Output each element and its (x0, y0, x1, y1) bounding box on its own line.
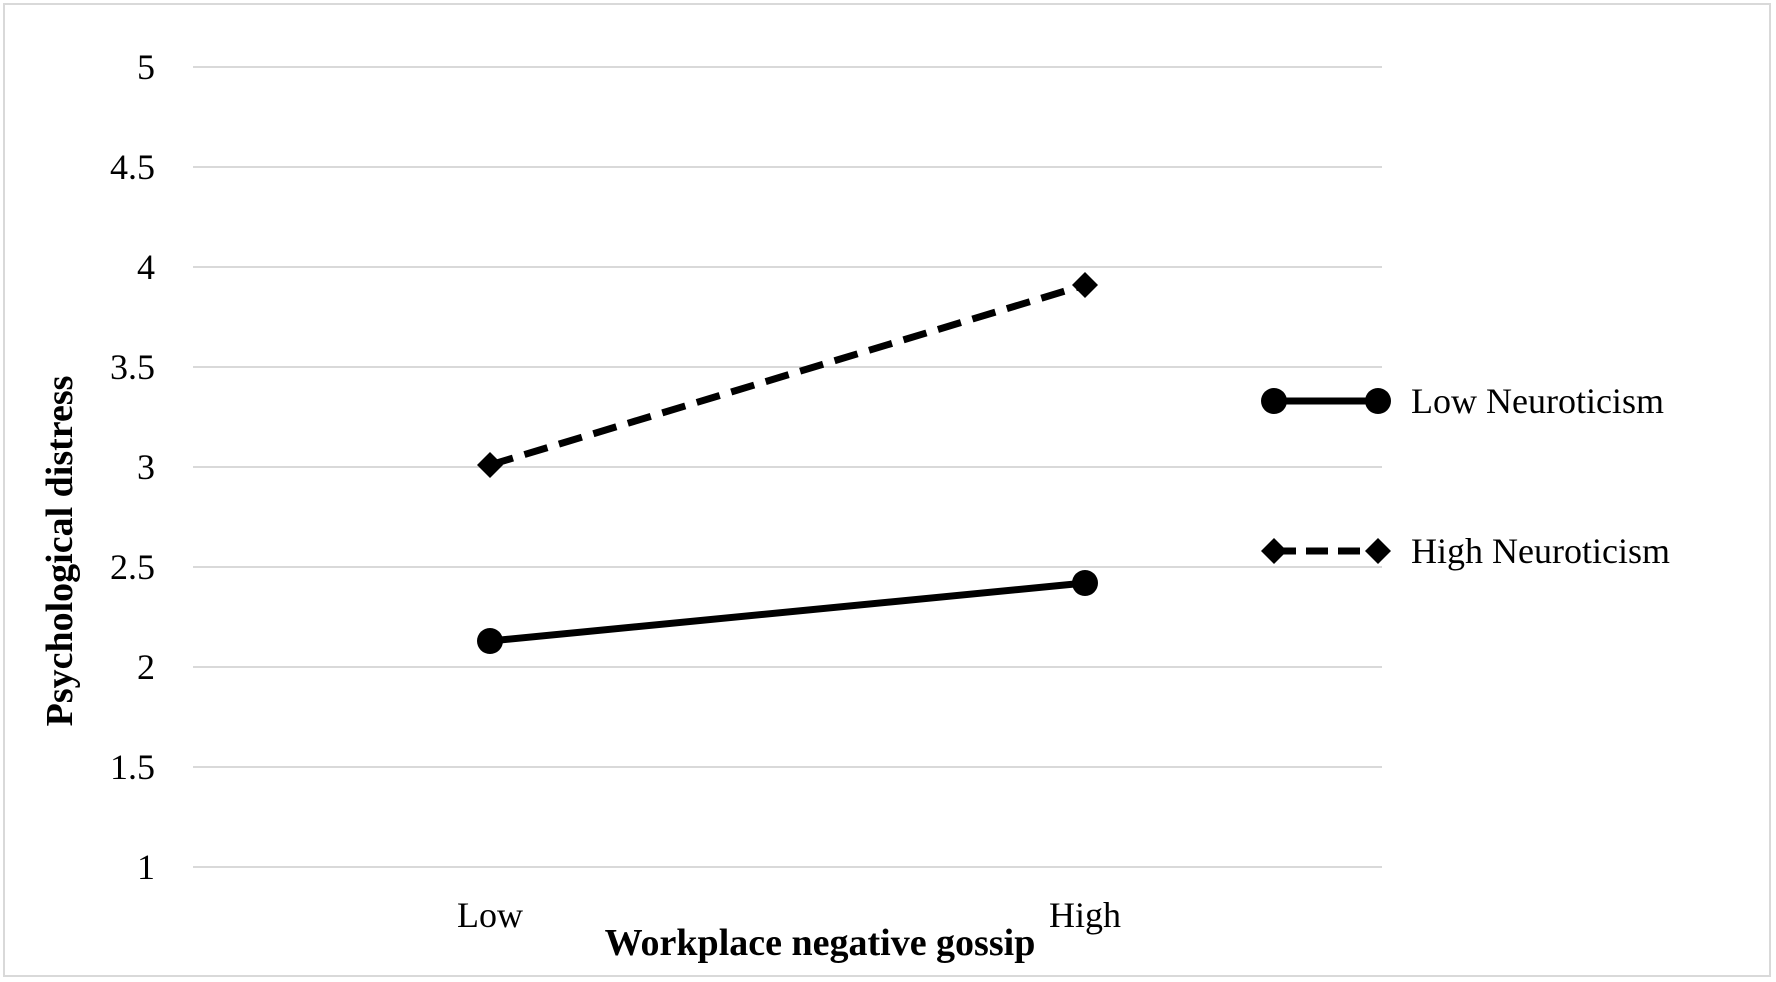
y-tick-label: 4.5 (110, 147, 155, 187)
legend-entry: High Neuroticism (1261, 531, 1670, 571)
legend-marker (1365, 538, 1391, 564)
y-tick-label: 1.5 (110, 747, 155, 787)
data-point (1072, 272, 1098, 298)
y-tick-label: 1 (137, 847, 155, 887)
series-low-neuroticism (477, 570, 1098, 654)
legend: Low Neuroticism High Neuroticism (1261, 381, 1670, 571)
y-axis-title: Psychological distress (39, 376, 81, 727)
y-axis-ticks: 1 1.5 2 2.5 3 3.5 4 4.5 5 (110, 47, 155, 887)
legend-marker (1365, 388, 1391, 414)
y-tick-label: 2 (137, 647, 155, 687)
legend-marker (1261, 388, 1287, 414)
x-tick-label: High (1049, 895, 1121, 935)
data-point (1072, 570, 1098, 596)
legend-label: Low Neuroticism (1411, 381, 1664, 421)
series-high-neuroticism (477, 272, 1098, 478)
y-tick-label: 4 (137, 247, 155, 287)
y-tick-label: 2.5 (110, 547, 155, 587)
data-point (477, 628, 503, 654)
y-tick-label: 3 (137, 447, 155, 487)
x-axis-ticks: Low High (457, 895, 1121, 935)
y-tick-label: 3.5 (110, 347, 155, 387)
gridlines (193, 66, 1382, 868)
y-tick-label: 5 (137, 47, 155, 87)
x-axis-title: Workplace negative gossip (605, 922, 1036, 964)
chart-frame (3, 3, 1771, 977)
x-tick-label: Low (457, 895, 523, 935)
data-point (477, 452, 503, 478)
legend-label: High Neuroticism (1411, 531, 1670, 571)
legend-marker (1261, 538, 1287, 564)
plot-series (477, 272, 1098, 654)
series-line (489, 579, 1086, 645)
series-line (488, 281, 1087, 469)
legend-entry: Low Neuroticism (1261, 381, 1664, 421)
